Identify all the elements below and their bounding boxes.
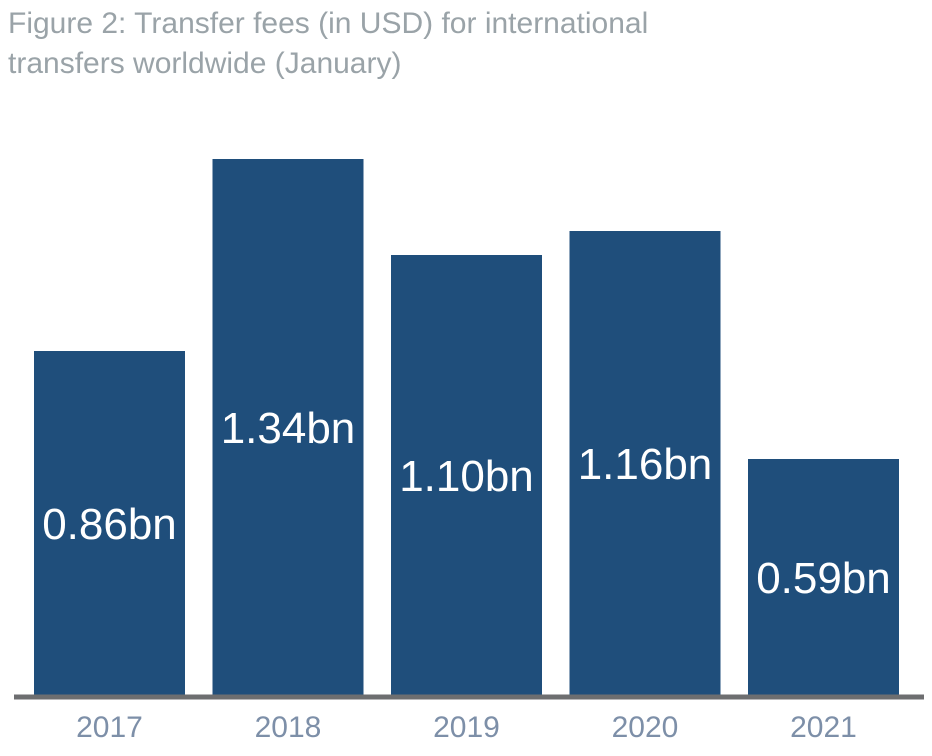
bar-2017: [34, 351, 185, 695]
value-label-2020: 1.16bn: [578, 440, 713, 489]
x-tick-label-2018: 2018: [255, 711, 322, 744]
value-label-2018: 1.34bn: [221, 404, 356, 453]
x-tick-label-2017: 2017: [76, 711, 143, 744]
value-label-2021: 0.59bn: [756, 554, 891, 603]
x-tick-label-2019: 2019: [433, 711, 500, 744]
value-label-2019: 1.10bn: [399, 452, 534, 501]
bar-2019: [391, 255, 542, 695]
x-tick-label-2021: 2021: [790, 711, 857, 744]
value-labels-group: 0.86bn 1.34bn 1.10bn 1.16bn 0.59bn: [42, 404, 891, 603]
bar-2018: [212, 159, 364, 695]
chart-title-line-1: Figure 2: Transfer fees (in USD) for int…: [8, 7, 649, 40]
bar-2020: [569, 231, 721, 695]
value-label-2017: 0.86bn: [42, 500, 177, 549]
bar-2021: [748, 459, 899, 695]
chart-title: Figure 2: Transfer fees (in USD) for int…: [8, 4, 908, 84]
chart-title-line-2: transfers worldwide (January): [8, 47, 402, 80]
x-tick-label-2020: 2020: [612, 711, 679, 744]
bars-group: [34, 159, 899, 695]
x-tick-labels-group: 2017 2018 2019 2020 2021: [76, 711, 857, 744]
